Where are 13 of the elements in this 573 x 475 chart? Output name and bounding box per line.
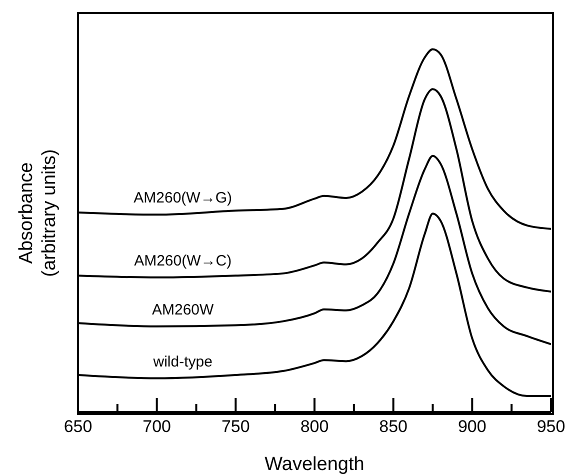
- x-tick-label: 950: [536, 417, 566, 436]
- x-tick-label: 750: [221, 417, 250, 436]
- x-axis-title: Wavelength: [264, 454, 364, 475]
- x-tick-label: 900: [458, 417, 486, 436]
- x-tick-label: 700: [142, 417, 172, 436]
- x-tick-label: 650: [64, 417, 92, 436]
- series-label: wild-type: [152, 353, 212, 370]
- series-label: AM260W: [152, 301, 215, 318]
- series-label: AM260(W→C): [134, 252, 232, 270]
- x-tick-label: 800: [300, 417, 329, 436]
- series-label: AM260(W→G): [134, 190, 232, 207]
- y-axis-title: Absorbance (arbitrary units): [15, 148, 61, 276]
- x-tick-label: 850: [379, 417, 408, 436]
